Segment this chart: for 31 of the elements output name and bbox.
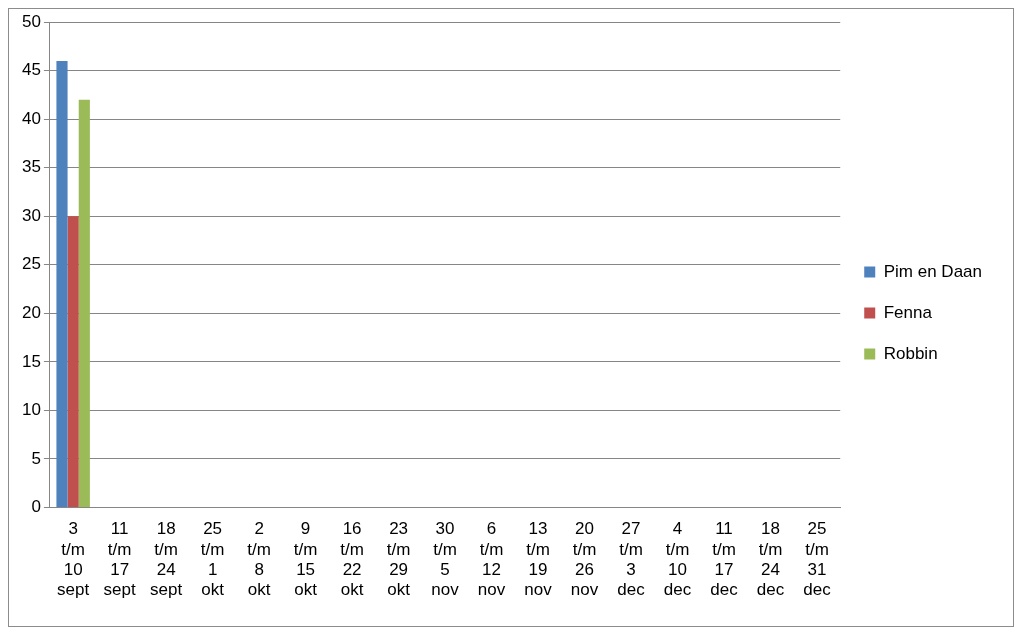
x-tick-label: 20 t/m 26 nov bbox=[570, 519, 599, 600]
x-tick-label: 18 t/m 24 sept bbox=[150, 519, 183, 600]
y-tick-label: 45 bbox=[21, 60, 41, 80]
y-tick-label: 15 bbox=[21, 351, 41, 371]
x-tick-label: 6 t/m 12 nov bbox=[477, 519, 506, 600]
x-tick-label: 18 t/m 24 dec bbox=[756, 519, 785, 600]
legend-label: Robbin bbox=[883, 343, 938, 363]
x-tick-label: 27 t/m 3 dec bbox=[617, 519, 646, 600]
y-tick-label: 35 bbox=[21, 157, 41, 177]
y-tick-label: 30 bbox=[21, 205, 41, 225]
x-tick-label: 25 t/m 31 dec bbox=[803, 519, 832, 600]
y-tick-label: 20 bbox=[21, 303, 41, 323]
x-tick-label: 25 t/m 1 okt bbox=[200, 519, 225, 600]
legend-label: Pim en Daan bbox=[883, 261, 983, 281]
x-tick-label: 4 t/m 10 dec bbox=[663, 519, 692, 600]
legend-label: Fenna bbox=[883, 302, 933, 322]
y-tick-label: 0 bbox=[31, 497, 41, 517]
y-tick-label: 40 bbox=[21, 108, 41, 128]
x-tick-label: 11 t/m 17 sept bbox=[103, 519, 136, 600]
x-tick-label: 13 t/m 19 nov bbox=[524, 519, 553, 600]
x-tick-label: 11 t/m 17 dec bbox=[710, 519, 739, 600]
y-tick-label: 50 bbox=[21, 11, 41, 31]
y-tick-label: 5 bbox=[31, 448, 41, 468]
x-tick-label: 9 t/m 15 okt bbox=[293, 519, 318, 600]
x-tick-label: 30 t/m 5 nov bbox=[431, 519, 460, 600]
y-tick-label: 10 bbox=[21, 400, 41, 420]
x-tick-label: 2 t/m 8 okt bbox=[247, 519, 271, 600]
x-tick-label: 23 t/m 29 okt bbox=[386, 519, 411, 600]
y-tick-label: 25 bbox=[21, 254, 41, 274]
x-tick-label: 3 t/m 10 sept bbox=[57, 519, 90, 600]
x-tick-label: 16 t/m 22 okt bbox=[340, 519, 364, 600]
